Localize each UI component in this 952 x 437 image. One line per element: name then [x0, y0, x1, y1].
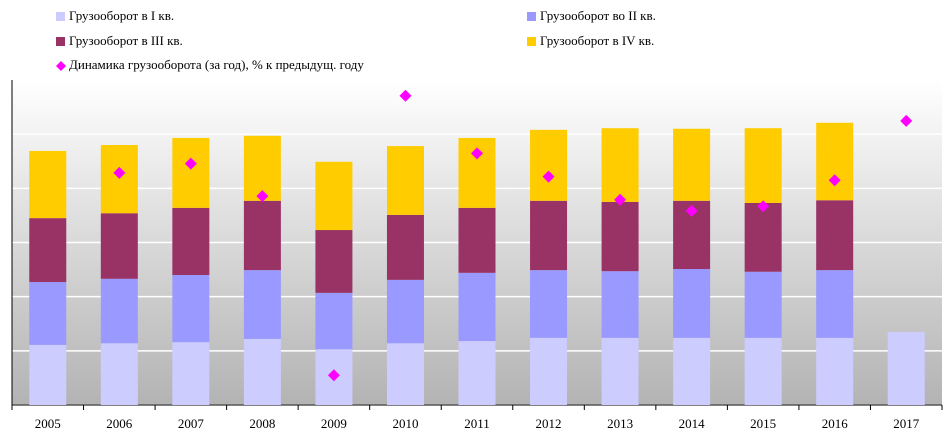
marker	[184, 157, 197, 170]
legend-swatch	[56, 37, 65, 46]
marker	[900, 114, 913, 127]
bar	[744, 337, 782, 405]
x-tick-label: 2012	[536, 416, 562, 431]
x-tick-label: 2009	[321, 416, 347, 431]
marker	[471, 147, 483, 160]
bar	[816, 122, 854, 201]
marker	[542, 170, 555, 183]
bar	[243, 200, 281, 271]
bar	[29, 344, 67, 405]
bar	[601, 201, 639, 272]
bar	[315, 161, 353, 231]
legend-label: Грузооборот в III кв.	[69, 33, 183, 48]
legend-label: Динамика грузооборота (за год), % к пред…	[69, 57, 364, 72]
bar	[530, 200, 568, 271]
bar	[172, 137, 210, 208]
marker	[113, 166, 126, 179]
bar	[386, 279, 424, 344]
legend: Грузооборот в I кв. Грузооборот во II кв…	[56, 8, 656, 72]
x-tick-label: 2016	[822, 416, 849, 431]
bar	[744, 202, 782, 272]
bar	[458, 207, 496, 273]
bar	[29, 218, 67, 283]
bar	[744, 128, 782, 203]
bar	[243, 338, 281, 405]
marker	[828, 174, 841, 187]
bar	[100, 213, 138, 279]
bar	[29, 282, 67, 345]
marker	[685, 204, 698, 217]
bar	[243, 270, 281, 339]
bar	[673, 269, 711, 338]
x-tick-label: 2015	[750, 416, 776, 431]
legend-swatch	[56, 61, 66, 71]
bar	[386, 214, 424, 280]
marker	[614, 193, 627, 206]
x-tick-label: 2007	[178, 416, 205, 431]
bar	[386, 343, 424, 405]
bar	[458, 272, 496, 342]
x-tick-label: 2006	[106, 416, 133, 431]
x-tick-label: 2008	[249, 416, 275, 431]
bar	[530, 337, 568, 405]
marker	[256, 190, 269, 203]
x-tick-label: 2010	[392, 416, 418, 431]
x-tick-label: 2017	[893, 416, 920, 431]
x-tick-label: 2014	[679, 416, 706, 431]
bar	[386, 146, 424, 215]
bar	[673, 128, 711, 201]
bar	[243, 135, 281, 201]
x-tick-label: 2013	[607, 416, 633, 431]
bar	[816, 270, 854, 338]
bar	[744, 271, 782, 338]
bar	[530, 270, 568, 338]
bar	[29, 150, 67, 219]
legend-label: Грузооборот в IV кв.	[540, 33, 654, 48]
bar	[100, 343, 138, 405]
x-tick-label: 2005	[35, 416, 61, 431]
bar	[315, 230, 353, 293]
marker	[757, 200, 770, 213]
bar	[673, 337, 711, 405]
legend-label: Грузооборот в I кв.	[69, 8, 174, 23]
legend-swatch	[527, 37, 536, 46]
bar	[100, 278, 138, 344]
bar	[601, 337, 639, 405]
x-tick-label: 2011	[464, 416, 490, 431]
bar	[887, 331, 925, 405]
bar	[172, 342, 210, 405]
bar	[530, 129, 568, 201]
bar	[816, 337, 854, 405]
legend-swatch	[56, 12, 65, 21]
bar	[601, 271, 639, 338]
bar	[172, 275, 210, 343]
legend-label: Грузооборот во II кв.	[540, 8, 656, 23]
bar	[172, 207, 210, 275]
legend-swatch	[527, 12, 536, 21]
marker	[327, 369, 340, 382]
marker	[399, 89, 412, 102]
bar	[458, 341, 496, 405]
bar	[601, 128, 639, 202]
bar	[315, 292, 353, 350]
bar	[816, 200, 854, 271]
bar	[100, 145, 138, 214]
